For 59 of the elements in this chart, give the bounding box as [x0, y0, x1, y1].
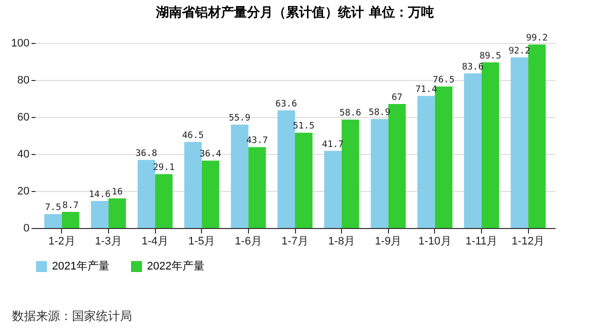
y-tick-label: 0	[23, 222, 30, 234]
data-label: 76.5	[432, 75, 454, 86]
x-tick-label: 1-2月	[48, 236, 76, 248]
y-tick-label: 40	[17, 148, 30, 160]
data-label: 36.8	[136, 148, 158, 159]
y-tick-label: 100	[11, 38, 30, 50]
bar	[62, 212, 80, 228]
bar	[230, 124, 248, 228]
data-label: 89.5	[479, 51, 502, 62]
x-tick-label: 1-9月	[374, 236, 402, 248]
data-label: 58.6	[340, 108, 362, 119]
data-label: 51.5	[292, 122, 315, 132]
bar	[202, 160, 220, 228]
bar	[388, 104, 406, 228]
x-tick-label: 1-3月	[95, 236, 122, 248]
chart-title: 湖南省铝材产量分月（累计值）统计 单位：万吨	[155, 4, 434, 20]
data-label: 67	[392, 93, 402, 104]
bar	[155, 174, 173, 228]
x-tick-label: 1-10月	[418, 236, 452, 248]
bar	[184, 142, 202, 228]
data-label: 29.1	[152, 163, 175, 174]
bar	[248, 147, 266, 228]
data-label: 14.6	[88, 190, 111, 200]
data-label: 8.7	[62, 200, 79, 211]
bar	[510, 57, 528, 228]
x-tick-label: 1-12月	[512, 236, 545, 248]
y-tick-label: 20	[17, 186, 30, 198]
data-label: 36.4	[200, 150, 222, 160]
data-label: 55.9	[228, 114, 250, 124]
bar	[295, 132, 312, 228]
y-tick-label: 60	[17, 112, 30, 124]
bar	[464, 73, 482, 228]
data-label: 43.7	[246, 136, 268, 146]
data-label: 63.6	[275, 99, 298, 110]
bar	[342, 120, 360, 228]
bar	[370, 119, 388, 228]
y-tick-label: 80	[17, 74, 30, 86]
data-label: 99.2	[526, 33, 548, 44]
bar	[44, 214, 62, 228]
bar	[90, 200, 108, 228]
bar	[417, 96, 435, 228]
bar	[528, 44, 546, 228]
x-tick-label: 1-6月	[234, 236, 262, 248]
x-tick-label: 1-7月	[282, 236, 308, 248]
data-label: 46.5	[182, 130, 204, 141]
bar	[324, 150, 342, 228]
x-tick-label: 1-8月	[328, 236, 356, 248]
data-label: 16	[112, 187, 123, 198]
x-tick-label: 1-11月	[465, 236, 498, 248]
x-tick-label: 1-5月	[188, 236, 216, 248]
bar	[138, 160, 156, 228]
source-note: 数据来源：国家统计局	[12, 308, 132, 325]
data-label: 7.5	[44, 203, 62, 214]
legend-label: 2021年产量	[52, 260, 110, 273]
bar	[108, 198, 126, 228]
x-tick-label: 1-4月	[142, 236, 169, 248]
legend-label: 2022年产量	[147, 260, 204, 273]
bar	[482, 62, 500, 228]
bar	[278, 110, 295, 228]
